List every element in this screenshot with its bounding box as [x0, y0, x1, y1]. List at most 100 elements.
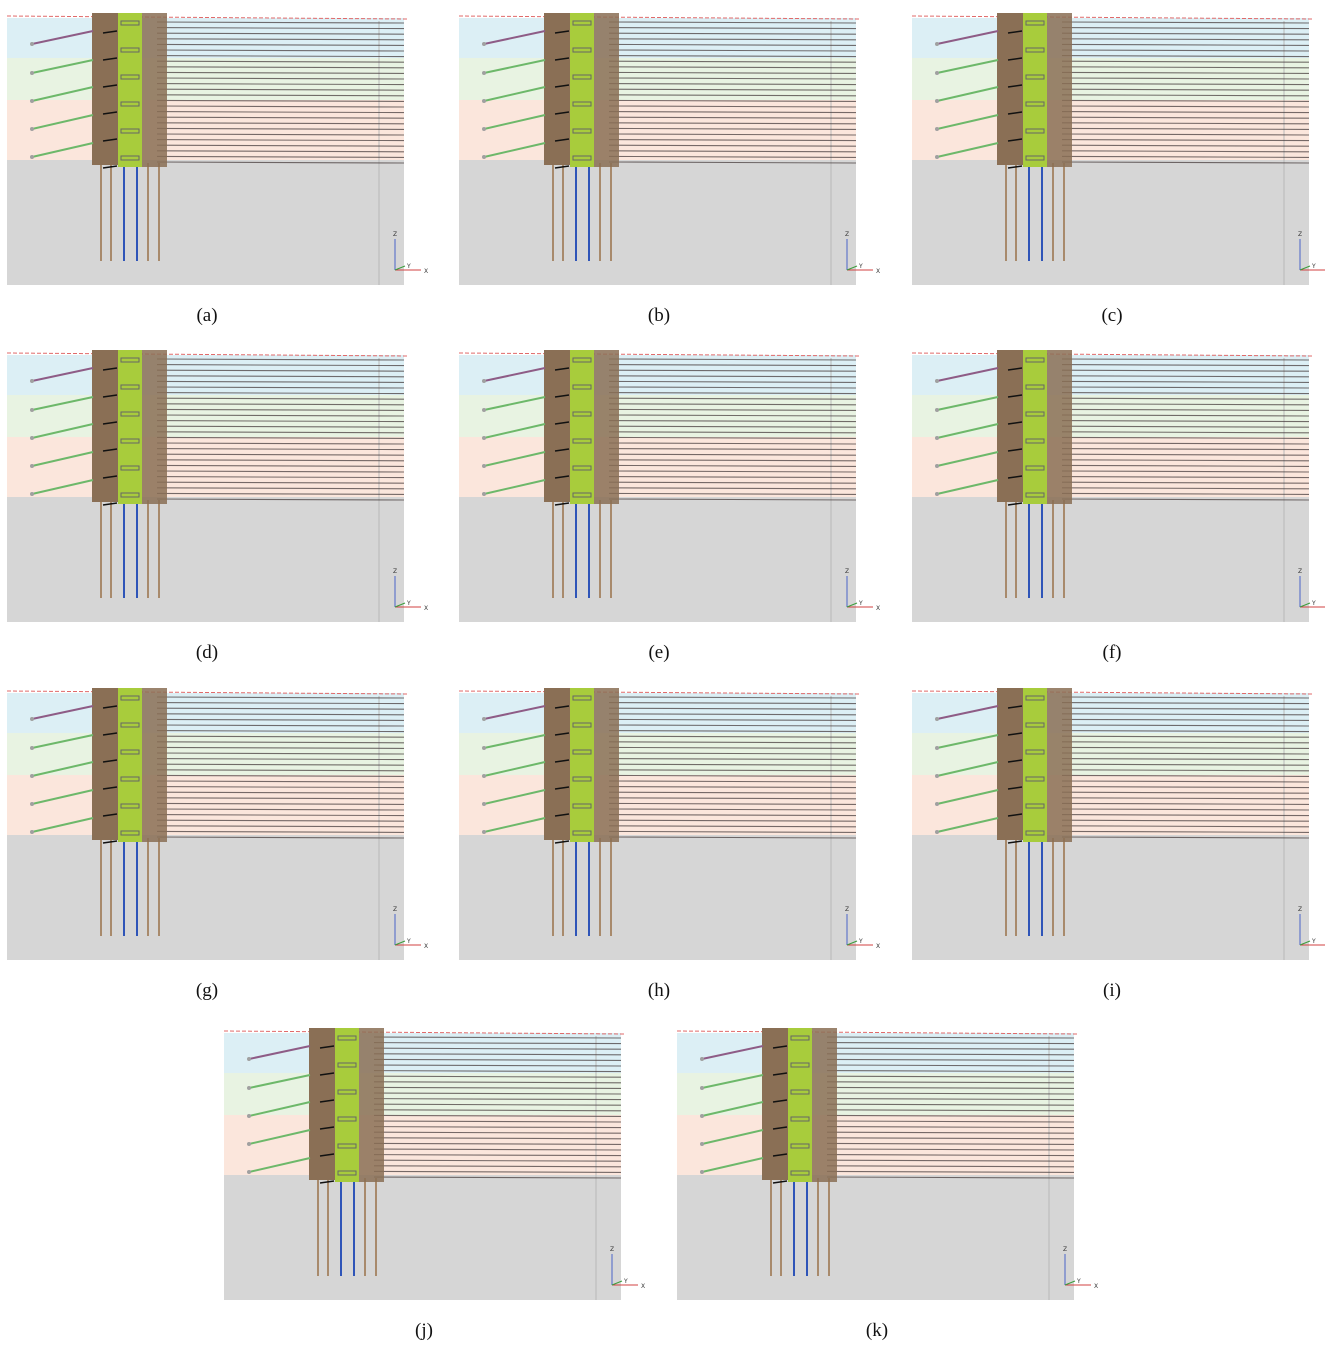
- tie-detail: [120, 749, 140, 755]
- reinforcement-strip: [608, 155, 857, 158]
- reinforcement-strip: [156, 133, 405, 136]
- anchor-head: [554, 394, 570, 398]
- reinforcement-strip: [156, 774, 405, 777]
- reinforcement-strip: [373, 1165, 622, 1168]
- ground-anchor: [31, 479, 94, 495]
- model-view-k: Z Y X: [676, 1028, 1098, 1300]
- reinforcement-strip: [1061, 397, 1310, 400]
- anchor-end-point: [935, 802, 939, 806]
- tie-detail: [120, 357, 140, 363]
- tie-detail: [790, 1089, 810, 1095]
- anchor-head: [102, 30, 118, 34]
- reinforcement-strip: [373, 1053, 622, 1056]
- reinforcement-strip: [608, 386, 857, 389]
- ground-anchor: [248, 1101, 311, 1117]
- model-view-h: Z Y X: [458, 688, 880, 960]
- reinforcement-strip: [1061, 830, 1310, 833]
- soil-layer-top: [7, 693, 404, 733]
- anchor-end-point: [935, 71, 939, 75]
- reinforcement-strip: [156, 752, 405, 755]
- ground-anchor: [701, 1157, 764, 1173]
- reinforcement-strip: [156, 414, 405, 417]
- reinforcement-strip: [156, 808, 405, 811]
- ground-anchor: [248, 1129, 311, 1145]
- reinforcement-strip: [826, 1126, 1075, 1129]
- panel-k: Z Y X (k): [676, 1028, 1098, 1359]
- reinforcement-strip: [156, 825, 405, 828]
- soil-layer-top: [7, 18, 404, 58]
- ground-anchor: [936, 30, 999, 45]
- ground-anchor: [483, 396, 546, 411]
- reinforcement-strip: [608, 481, 857, 484]
- anchor-head: [554, 367, 570, 371]
- reinforcement-strip: [1061, 116, 1310, 119]
- reinforcement-strip: [156, 476, 405, 479]
- anchor-head: [1007, 111, 1023, 115]
- reinforcement-strip: [1061, 702, 1310, 705]
- reinforcement-strip: [156, 60, 405, 63]
- panel-caption: (a): [196, 305, 218, 326]
- front-wall: [544, 688, 570, 840]
- soil-layer-top: [7, 355, 404, 395]
- reinforcement-strip: [608, 144, 857, 147]
- reinforcement-strip: [156, 470, 405, 473]
- reinforcement-strip: [1061, 27, 1310, 30]
- reinforcement-strip: [373, 1058, 622, 1061]
- anchor-head: [102, 165, 118, 169]
- reinforcement-strip: [373, 1120, 622, 1123]
- soil-layer-top: [912, 693, 1309, 733]
- reinforcement-strip: [373, 1148, 622, 1151]
- reinforcement-strip: [826, 1053, 1075, 1056]
- axis-z-label: Z: [845, 906, 849, 913]
- model-view-j: Z Y X: [223, 1028, 645, 1300]
- soil-layer-top: [459, 355, 856, 395]
- soil-layer-base: [459, 497, 856, 622]
- ground-anchor: [483, 367, 546, 382]
- reinforcement-strip: [156, 735, 405, 738]
- anchor-head: [1007, 786, 1023, 790]
- tie-detail: [337, 1062, 357, 1068]
- reinforcement-strip: [826, 1142, 1075, 1145]
- reinforcement-strip: [1061, 758, 1310, 761]
- anchor-end-point: [482, 127, 486, 131]
- anchor-end-point: [247, 1114, 251, 1118]
- reinforcement-strip: [1061, 459, 1310, 462]
- tie-detail: [790, 1062, 810, 1068]
- reinforcement-strip: [1061, 814, 1310, 817]
- reinforcement-strip: [608, 105, 857, 108]
- ground-surface-line: [911, 15, 1313, 20]
- reinforcement-strip: [156, 43, 405, 46]
- front-wall: [544, 13, 570, 165]
- anchor-end-point: [30, 802, 34, 806]
- anchor-head: [554, 732, 570, 736]
- anchor-head: [554, 813, 570, 817]
- reinforcement-strip: [608, 498, 857, 501]
- reinforcement-strip: [608, 718, 857, 721]
- model-view-e: Z Y X: [458, 350, 880, 622]
- reinforcement-strip: [373, 1137, 622, 1140]
- tie-detail: [572, 74, 592, 80]
- tie-detail: [572, 722, 592, 728]
- axis-z-label: Z: [1298, 568, 1302, 575]
- reinforcement-strip: [156, 425, 405, 428]
- reinforcement-strip: [826, 1064, 1075, 1067]
- tie-detail: [337, 1035, 357, 1041]
- reinforcement-strip: [156, 436, 405, 439]
- anchor-end-point: [482, 436, 486, 440]
- reinforcement-strip: [156, 758, 405, 761]
- soil-layer-base: [224, 1175, 621, 1300]
- reinforcement-strip: [608, 492, 857, 495]
- reinforcement-strip: [1061, 133, 1310, 136]
- reinforcement-strip: [608, 21, 857, 24]
- anchor-head: [102, 421, 118, 425]
- reinforcement-strip: [156, 144, 405, 147]
- panel-a: Z Y X (a): [6, 13, 428, 344]
- tie-detail: [337, 1089, 357, 1095]
- reinforcement-strip: [608, 32, 857, 35]
- ground-anchor: [701, 1074, 764, 1089]
- ground-surface-line: [458, 690, 860, 695]
- reinforcement-strip: [1061, 150, 1310, 153]
- model-view-b: Z Y X: [458, 13, 880, 285]
- tie-detail: [120, 695, 140, 701]
- reinforcement-strip: [608, 797, 857, 800]
